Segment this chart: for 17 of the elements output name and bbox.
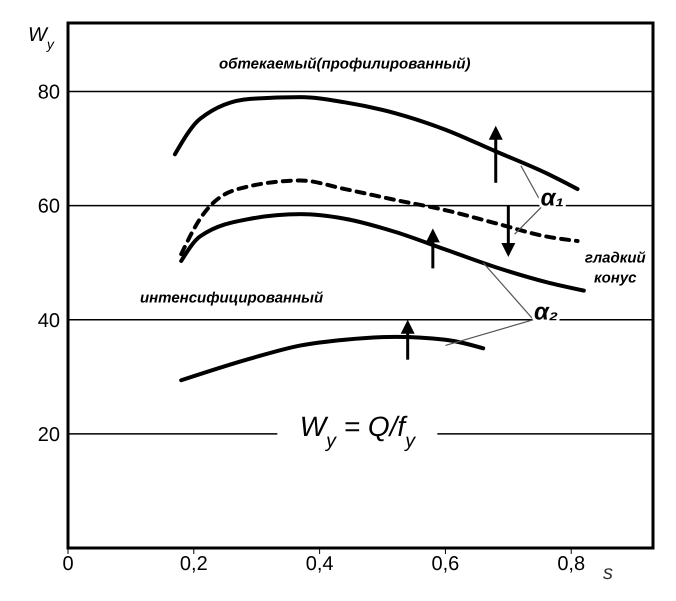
annotation: W$_{y}$ = Q/f$_{y}$ — [300, 410, 416, 452]
line-series — [179, 334, 486, 382]
x-tick-label: 0,4 — [306, 553, 334, 576]
y-tick-label: 80 — [38, 82, 60, 104]
x-tick-label: 0,8 — [557, 553, 586, 576]
annotation: обтекаемый(профилированный) — [219, 56, 471, 73]
annotation: интенсифицированный — [140, 290, 324, 307]
x-tick-label: 0,6 — [432, 553, 460, 576]
x-tick-label: 0 — [62, 553, 74, 576]
y-axis-title: W$_{y}$ — [28, 24, 55, 52]
y-tick-label: 60 — [38, 196, 60, 218]
y-tick-label: 40 — [38, 310, 60, 332]
line-series — [172, 95, 580, 192]
y-tick-label: 20 — [38, 424, 60, 446]
annotation: гладкий конус — [584, 250, 646, 287]
x-tick-label: 0,2 — [180, 553, 208, 576]
x-axis-title: s — [603, 562, 613, 584]
